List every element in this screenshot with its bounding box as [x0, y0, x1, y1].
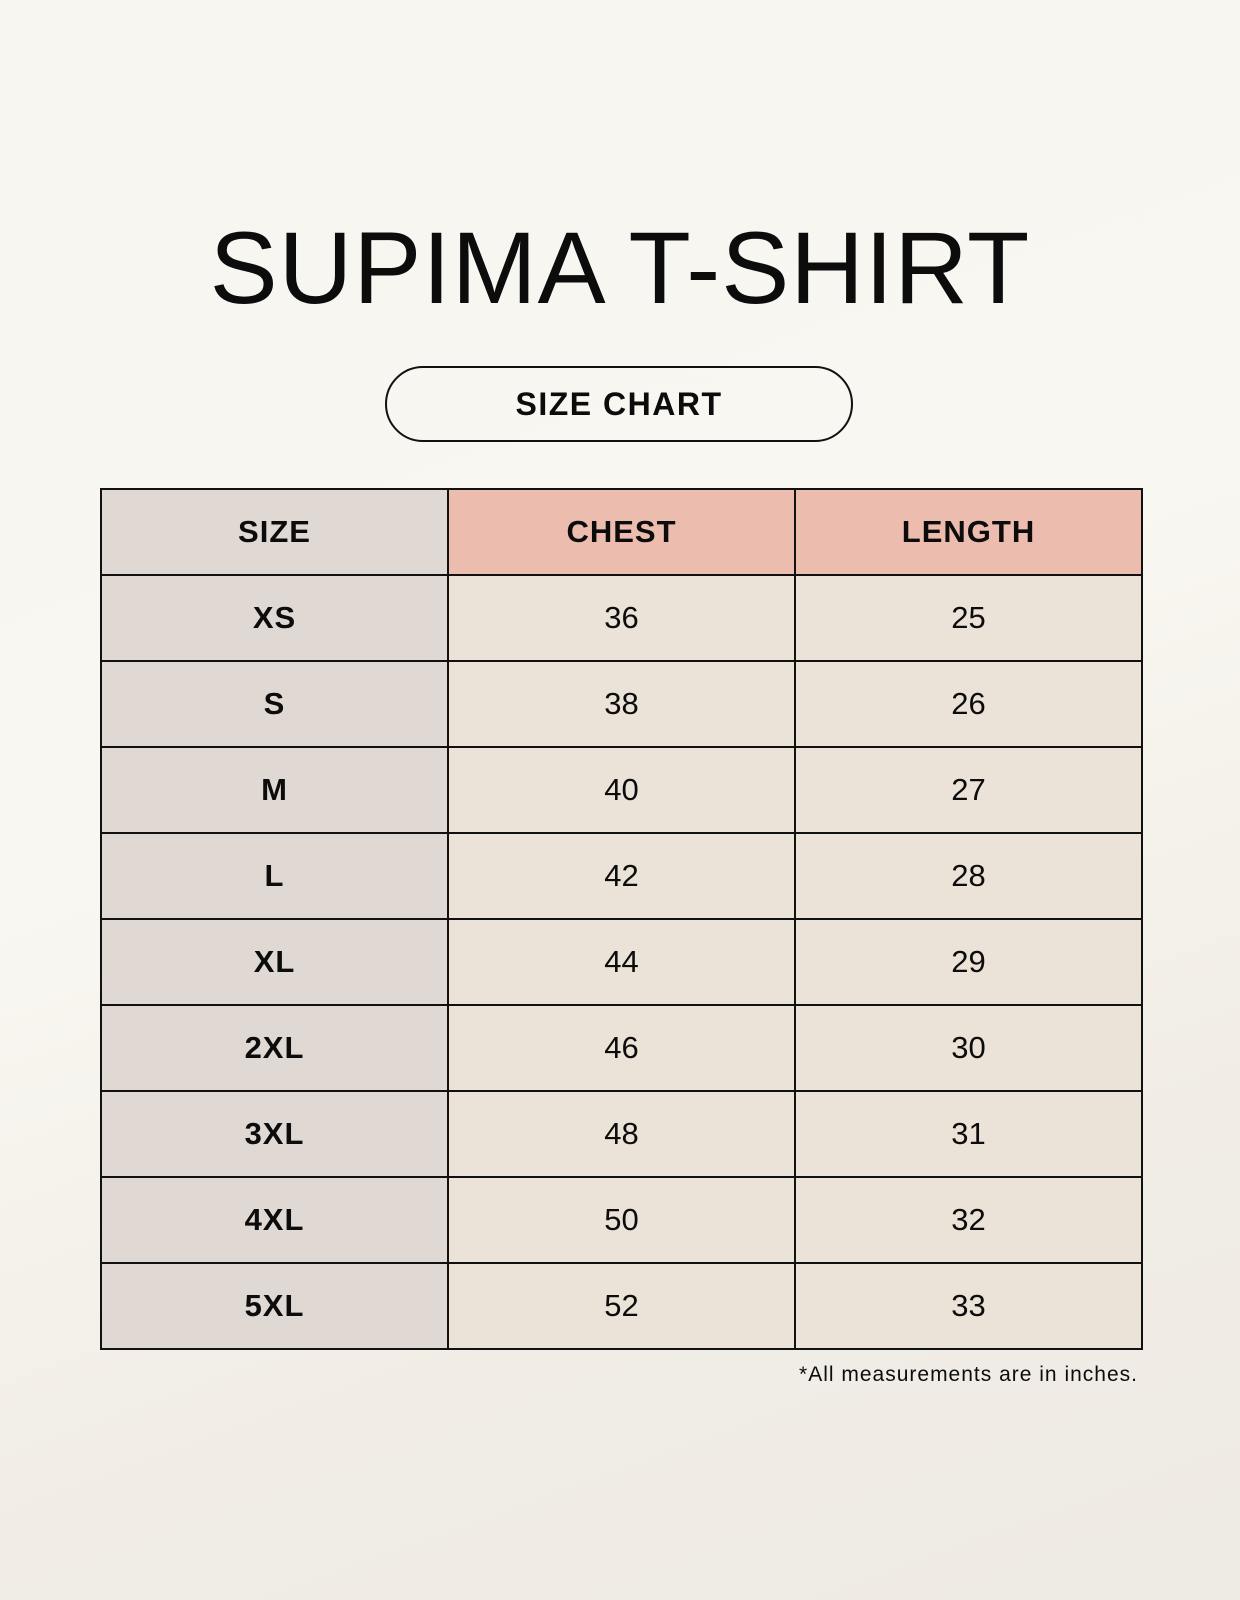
cell-length: 27: [794, 746, 1143, 834]
header-length: LENGTH: [794, 488, 1143, 576]
cell-length: 29: [794, 918, 1143, 1006]
cell-chest: 42: [447, 832, 796, 920]
cell-chest: 44: [447, 918, 796, 1006]
table-row: M 40 27: [100, 746, 1143, 834]
cell-size: XL: [100, 918, 449, 1006]
table-row: S 38 26: [100, 660, 1143, 748]
cell-chest: 36: [447, 574, 796, 662]
table-row: XS 36 25: [100, 574, 1143, 662]
cell-size: XS: [100, 574, 449, 662]
table-row: XL 44 29: [100, 918, 1143, 1006]
cell-size: S: [100, 660, 449, 748]
cell-chest: 38: [447, 660, 796, 748]
cell-length: 30: [794, 1004, 1143, 1092]
header-chest: CHEST: [447, 488, 796, 576]
cell-chest: 50: [447, 1176, 796, 1264]
table-row: 2XL 46 30: [100, 1004, 1143, 1092]
header-size: SIZE: [100, 488, 449, 576]
cell-size: M: [100, 746, 449, 834]
cell-chest: 40: [447, 746, 796, 834]
cell-size: 2XL: [100, 1004, 449, 1092]
table-row: 5XL 52 33: [100, 1262, 1143, 1350]
cell-chest: 46: [447, 1004, 796, 1092]
table-row: L 42 28: [100, 832, 1143, 920]
cell-chest: 48: [447, 1090, 796, 1178]
table-row: 4XL 50 32: [100, 1176, 1143, 1264]
cell-size: 3XL: [100, 1090, 449, 1178]
cell-length: 33: [794, 1262, 1143, 1350]
cell-length: 31: [794, 1090, 1143, 1178]
table-row: 3XL 48 31: [100, 1090, 1143, 1178]
cell-size: L: [100, 832, 449, 920]
page-title: SUPIMA T-SHIRT: [209, 211, 1031, 325]
cell-length: 28: [794, 832, 1143, 920]
size-chart-label: SIZE CHART: [385, 366, 853, 442]
cell-length: 25: [794, 574, 1143, 662]
table-header-row: SIZE CHEST LENGTH: [100, 488, 1143, 576]
cell-length: 32: [794, 1176, 1143, 1264]
cell-size: 5XL: [100, 1262, 449, 1350]
footnote: *All measurements are in inches.: [799, 1363, 1138, 1386]
cell-size: 4XL: [100, 1176, 449, 1264]
cell-length: 26: [794, 660, 1143, 748]
cell-chest: 52: [447, 1262, 796, 1350]
size-chart-table: SIZE CHEST LENGTH XS 36 25 S 38 26 M 40 27 L 42 28 X…: [100, 488, 1143, 1350]
